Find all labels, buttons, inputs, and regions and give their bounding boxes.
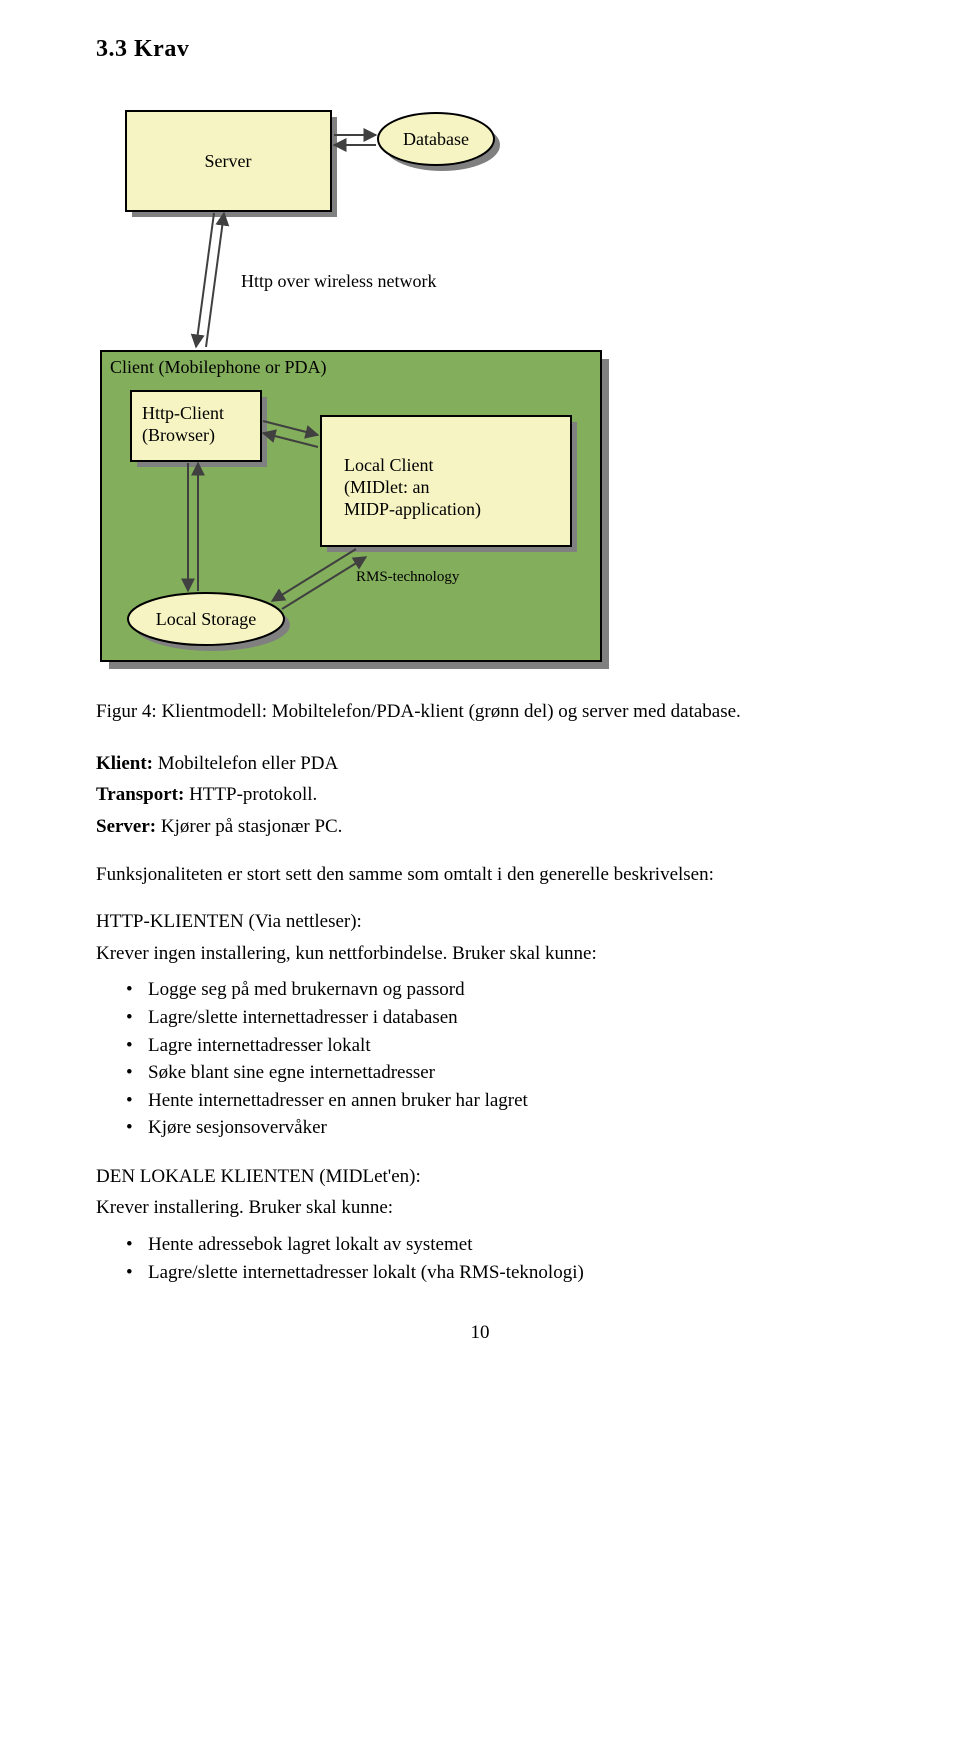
database-node: Database	[378, 113, 500, 171]
server-to-client-arrow	[196, 213, 214, 347]
server-label: Server:	[96, 816, 156, 837]
transport-value: HTTP-protokoll.	[184, 784, 317, 805]
http-client-label-2: (Browser)	[142, 425, 215, 446]
funks-intro: Funksjonaliteten er stort sett den samme…	[96, 862, 864, 888]
lokal-klienten-list: Hente adressebok lagret lokalt av system…	[126, 1231, 864, 1286]
klient-line: Klient: Mobiltelefon eller PDA	[96, 751, 864, 777]
architecture-diagram: Server Database Http over wireless netwo…	[96, 91, 626, 681]
lokal-klienten-title: DEN LOKALE KLIENTEN (MIDLet'en):	[96, 1164, 864, 1190]
server-node: Server	[126, 111, 337, 217]
list-item: Kjøre sesjonsovervåker	[126, 1114, 864, 1142]
list-item: Hente adressebok lagret lokalt av system…	[126, 1231, 864, 1259]
client-panel-label: Client (Mobilephone or PDA)	[110, 357, 326, 378]
figure-4: Server Database Http over wireless netwo…	[96, 91, 864, 681]
list-item: Lagre internettadresser lokalt	[126, 1032, 864, 1060]
page-number: 10	[96, 1322, 864, 1344]
list-item: Lagre/slette internettadresser i databas…	[126, 1004, 864, 1032]
local-storage-label: Local Storage	[156, 609, 256, 629]
http-wireless-label: Http over wireless network	[241, 271, 436, 291]
http-klienten-list: Logge seg på med brukernavn og passord L…	[126, 976, 864, 1141]
lokal-klienten-sub: Krever installering. Bruker skal kunne:	[96, 1195, 864, 1221]
http-klienten-title: HTTP-KLIENTEN (Via nettleser):	[96, 909, 864, 935]
rms-label: RMS-technology	[356, 569, 460, 585]
local-client-label-2: (MIDlet: an	[344, 477, 429, 498]
klient-value: Mobiltelefon eller PDA	[153, 753, 338, 774]
list-item: Logge seg på med brukernavn og passord	[126, 976, 864, 1004]
list-item: Søke blant sine egne internettadresser	[126, 1059, 864, 1087]
server-label: Server	[205, 151, 252, 171]
local-client-label-1: Local Client	[344, 455, 433, 475]
database-label: Database	[403, 129, 469, 149]
klient-label: Klient:	[96, 753, 153, 774]
server-value: Kjører på stasjonær PC.	[156, 816, 342, 837]
server-line: Server: Kjører på stasjonær PC.	[96, 814, 864, 840]
section-heading: 3.3 Krav	[96, 36, 864, 63]
transport-label: Transport:	[96, 784, 184, 805]
transport-line: Transport: HTTP-protokoll.	[96, 782, 864, 808]
list-item: Hente internettadresser en annen bruker …	[126, 1087, 864, 1115]
client-to-server-arrow	[206, 213, 224, 347]
figure-caption: Figur 4: Klientmodell: Mobiltelefon/PDA-…	[96, 699, 864, 725]
http-klienten-sub: Krever ingen installering, kun nettforbi…	[96, 941, 864, 967]
local-client-label-3: MIDP-application)	[344, 499, 481, 520]
http-client-node: Http-Client (Browser)	[131, 391, 267, 467]
local-client-node: Local Client (MIDlet: an MIDP-applicatio…	[321, 416, 577, 552]
list-item: Lagre/slette internettadresser lokalt (v…	[126, 1259, 864, 1287]
http-client-label-1: Http-Client	[142, 403, 224, 423]
